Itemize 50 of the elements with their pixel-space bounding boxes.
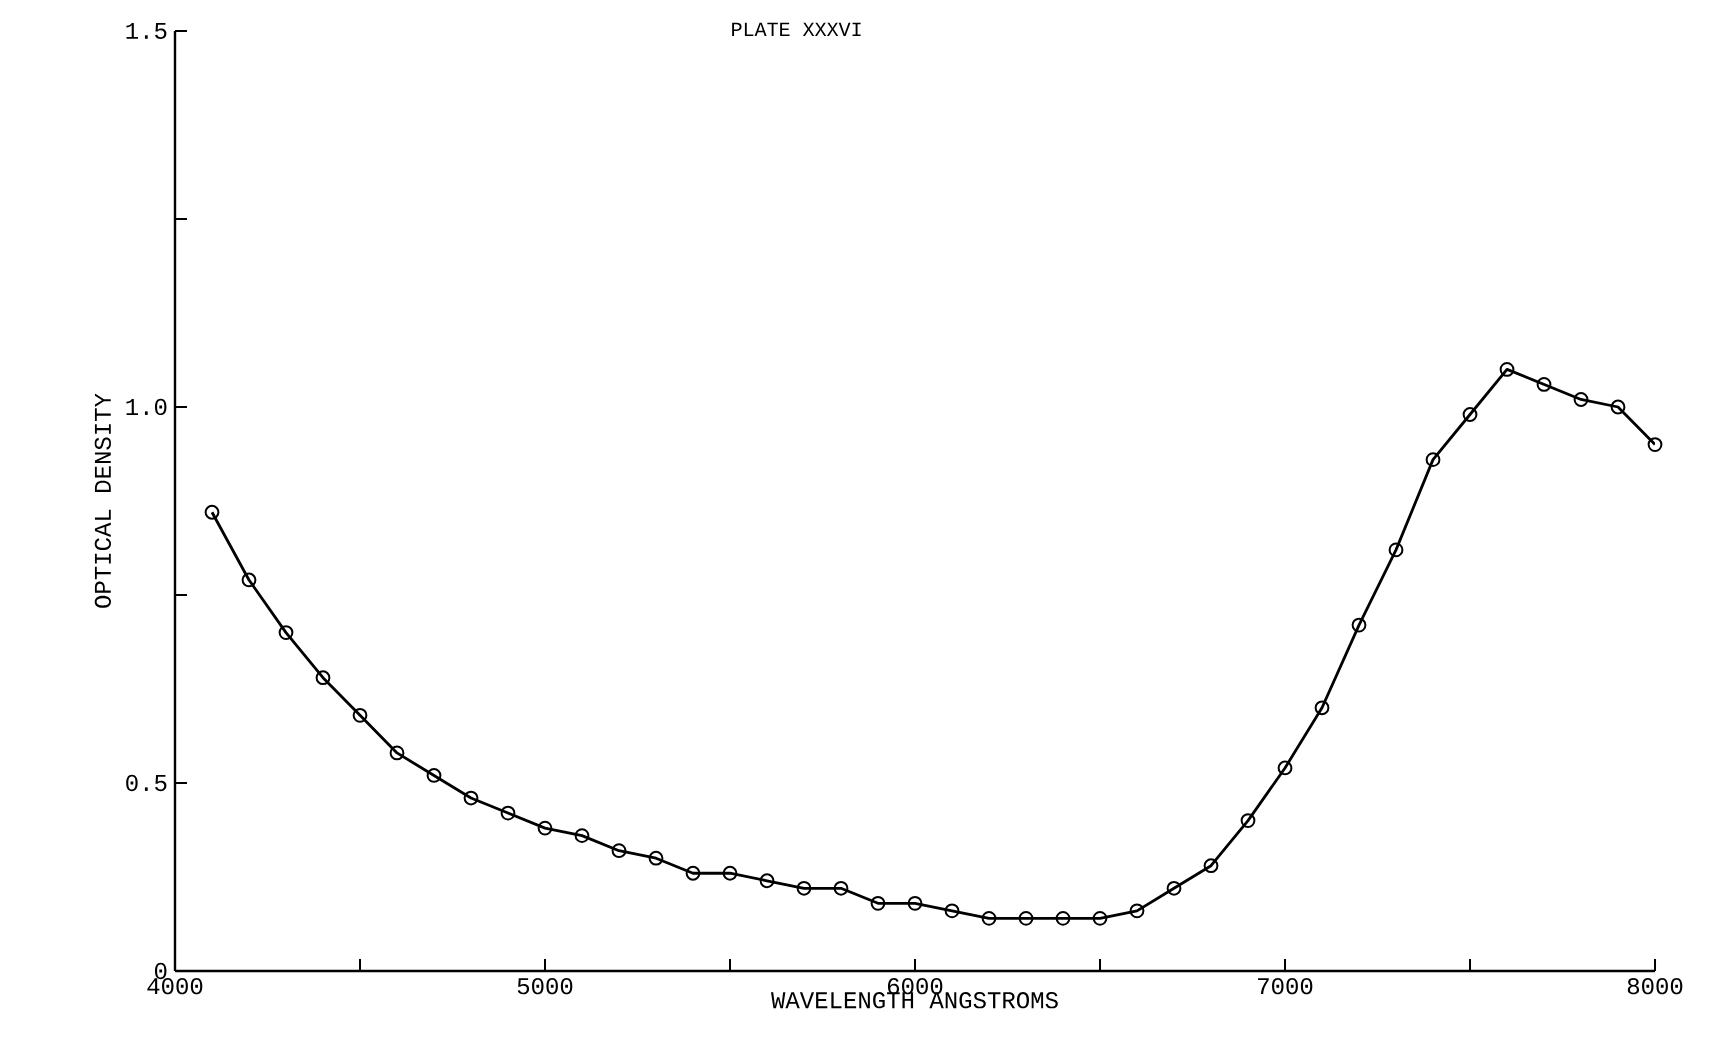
- point: [796, 880, 812, 896]
- point: [1277, 760, 1293, 776]
- chart-title: PLATE XXXVI: [732, 22, 861, 36]
- point: [722, 865, 738, 881]
- y-tick-label: 0: [154, 962, 167, 980]
- point: [1129, 903, 1145, 919]
- point: [1462, 407, 1478, 422]
- y-axis-title: OPTICAL DENSITY: [94, 393, 111, 608]
- point: [389, 745, 405, 761]
- x-tick-label: 8000: [1627, 978, 1683, 995]
- y-tick-label: 0.5: [126, 774, 167, 792]
- y-tick-label: 1.5: [126, 22, 167, 39]
- point: [1425, 452, 1441, 468]
- x-tick-label: 7000: [1258, 978, 1313, 995]
- point: [685, 865, 701, 881]
- point: [611, 843, 627, 859]
- point: [537, 820, 553, 836]
- point: [463, 790, 479, 806]
- point: [648, 850, 664, 866]
- point: [1314, 700, 1330, 716]
- point: [870, 895, 886, 911]
- x-tick-label: 5000: [517, 978, 573, 995]
- point: [1351, 617, 1367, 633]
- point: [574, 828, 590, 844]
- point: [759, 873, 775, 889]
- point: [241, 572, 257, 588]
- point: [1092, 910, 1108, 926]
- point: [907, 895, 923, 911]
- point: [426, 768, 442, 783]
- point: [1055, 910, 1071, 926]
- point: [1610, 399, 1626, 415]
- point: [981, 910, 997, 926]
- point: [944, 903, 960, 919]
- point: [204, 504, 220, 520]
- y-tick-label: 1.0: [126, 398, 167, 416]
- point: [1499, 361, 1515, 377]
- point: [1240, 813, 1256, 828]
- point: [833, 880, 849, 896]
- point: [1166, 880, 1182, 896]
- point: [352, 707, 368, 723]
- point: [278, 625, 294, 640]
- point: [1388, 542, 1404, 558]
- point: [1536, 377, 1552, 392]
- point: [315, 670, 331, 686]
- point: [1573, 392, 1589, 407]
- point: [500, 805, 516, 821]
- point: [1203, 858, 1219, 874]
- x-tick-label: 4000: [147, 978, 203, 995]
- point: [1647, 437, 1663, 452]
- point: [1018, 910, 1034, 926]
